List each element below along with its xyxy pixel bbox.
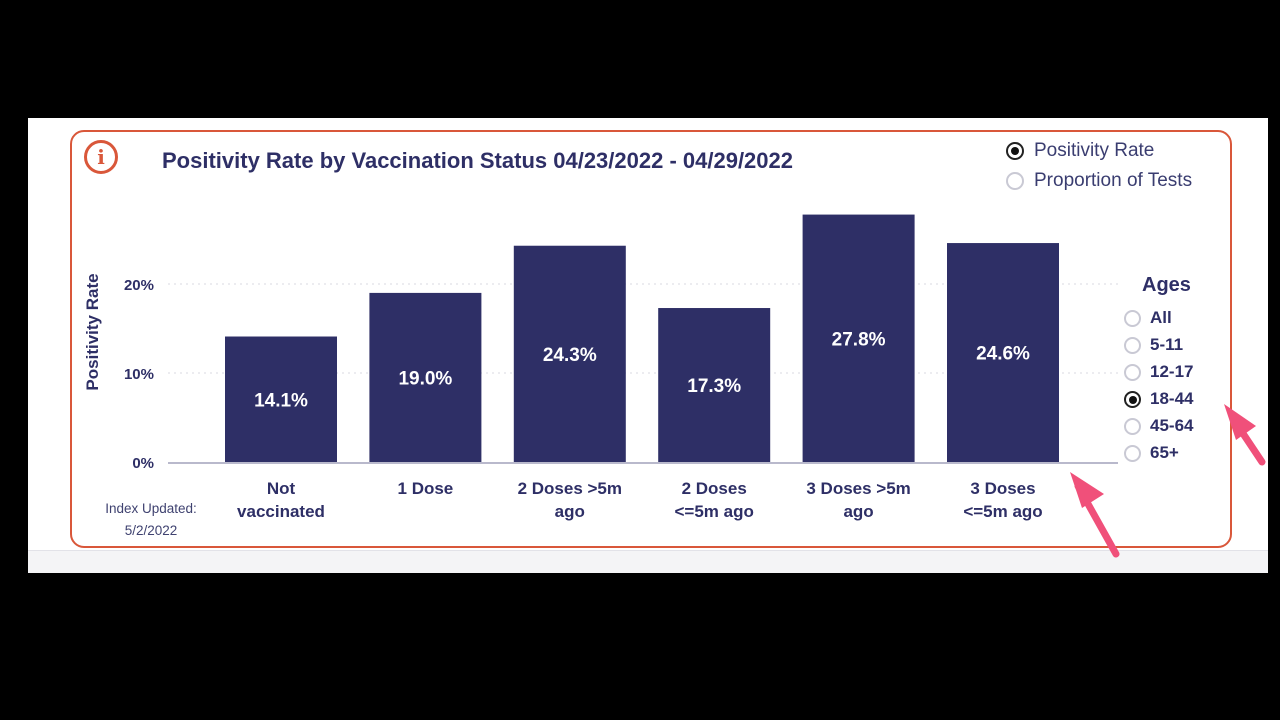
- age-option-All[interactable]: All: [1124, 308, 1172, 328]
- chart-title: Positivity Rate by Vaccination Status 04…: [162, 148, 793, 173]
- index-updated: Index Updated: 5/2/2022: [86, 498, 216, 542]
- age-option-18-44[interactable]: 18-44: [1124, 389, 1193, 409]
- y-tick-label: 0%: [132, 455, 154, 472]
- index-updated-label: Index Updated:: [105, 501, 197, 516]
- bar-value-label: 14.1%: [254, 390, 308, 411]
- bar: [658, 308, 771, 462]
- screenshot-area: i Positivity Rate by Vaccination Status …: [28, 118, 1268, 573]
- metric-option-proportion-of-tests[interactable]: Proportion of Tests: [1006, 170, 1192, 192]
- metric-option-label: Proportion of Tests: [1034, 170, 1193, 191]
- index-updated-date: 5/2/2022: [124, 523, 178, 538]
- bar-value-label: 17.3%: [687, 376, 741, 397]
- ages-title: Ages: [1142, 274, 1191, 296]
- bar: [225, 336, 337, 462]
- age-option-label: 5-11: [1150, 335, 1184, 354]
- age-option-5-11[interactable]: 5-11: [1124, 335, 1183, 355]
- x-tick-label: 3 Doses: [970, 479, 1035, 498]
- metric-option-positivity-rate[interactable]: Positivity Rate: [1006, 140, 1154, 162]
- age-option-label: All: [1150, 308, 1172, 327]
- arrow-icon: [1224, 404, 1266, 466]
- radio-icon[interactable]: [1006, 142, 1024, 160]
- info-icon[interactable]: i: [84, 140, 118, 174]
- x-tick-label: Not: [267, 479, 296, 498]
- x-tick-label: <=5m ago: [963, 502, 1042, 521]
- page-footer-strip: [28, 550, 1268, 573]
- x-tick-label: ago: [555, 502, 585, 521]
- bar-value-label: 24.6%: [976, 344, 1030, 365]
- y-tick-label: 10%: [124, 366, 154, 383]
- age-option-label: 18-44: [1150, 389, 1194, 408]
- x-tick-label: 2 Doses: [682, 479, 747, 498]
- bar: [369, 292, 482, 462]
- radio-icon[interactable]: [1124, 390, 1141, 408]
- age-option-65plus[interactable]: 65+: [1124, 443, 1179, 463]
- metric-option-label: Positivity Rate: [1034, 140, 1155, 161]
- age-option-label: 12-17: [1150, 362, 1194, 381]
- bar: [513, 245, 626, 462]
- arrow-icon: [1070, 472, 1120, 558]
- radio-icon[interactable]: [1124, 417, 1141, 435]
- x-tick-label: 2 Doses >5m: [518, 479, 622, 498]
- age-option-12-17[interactable]: 12-17: [1124, 362, 1193, 382]
- chart-panel: i Positivity Rate by Vaccination Status …: [70, 130, 1232, 548]
- x-tick-label: vaccinated: [237, 502, 325, 521]
- age-option-label: 65+: [1150, 443, 1179, 462]
- radio-icon[interactable]: [1124, 444, 1141, 462]
- radio-icon[interactable]: [1006, 172, 1024, 190]
- age-option-label: 45-64: [1150, 416, 1194, 435]
- bar-value-label: 24.3%: [543, 345, 597, 366]
- y-tick-label: 20%: [124, 277, 154, 294]
- x-tick-label: 3 Doses >5m: [806, 479, 910, 498]
- x-tick-label: 1 Dose: [398, 479, 454, 498]
- bar-value-label: 27.8%: [832, 329, 886, 350]
- bar: [947, 243, 1059, 462]
- bar-chart: 0% 10% 20% Positivity Rate 14.1% Not vaccinate…: [83, 214, 1118, 521]
- x-tick-label: ago: [843, 502, 873, 521]
- radio-icon[interactable]: [1124, 336, 1141, 354]
- x-tick-label: <=5m ago: [675, 502, 754, 521]
- radio-icon[interactable]: [1124, 309, 1141, 327]
- bar-value-label: 19.0%: [398, 368, 452, 389]
- y-axis-title: Positivity Rate: [83, 273, 102, 390]
- bar: [802, 214, 915, 462]
- age-option-45-64[interactable]: 45-64: [1124, 416, 1193, 436]
- radio-icon[interactable]: [1124, 363, 1141, 381]
